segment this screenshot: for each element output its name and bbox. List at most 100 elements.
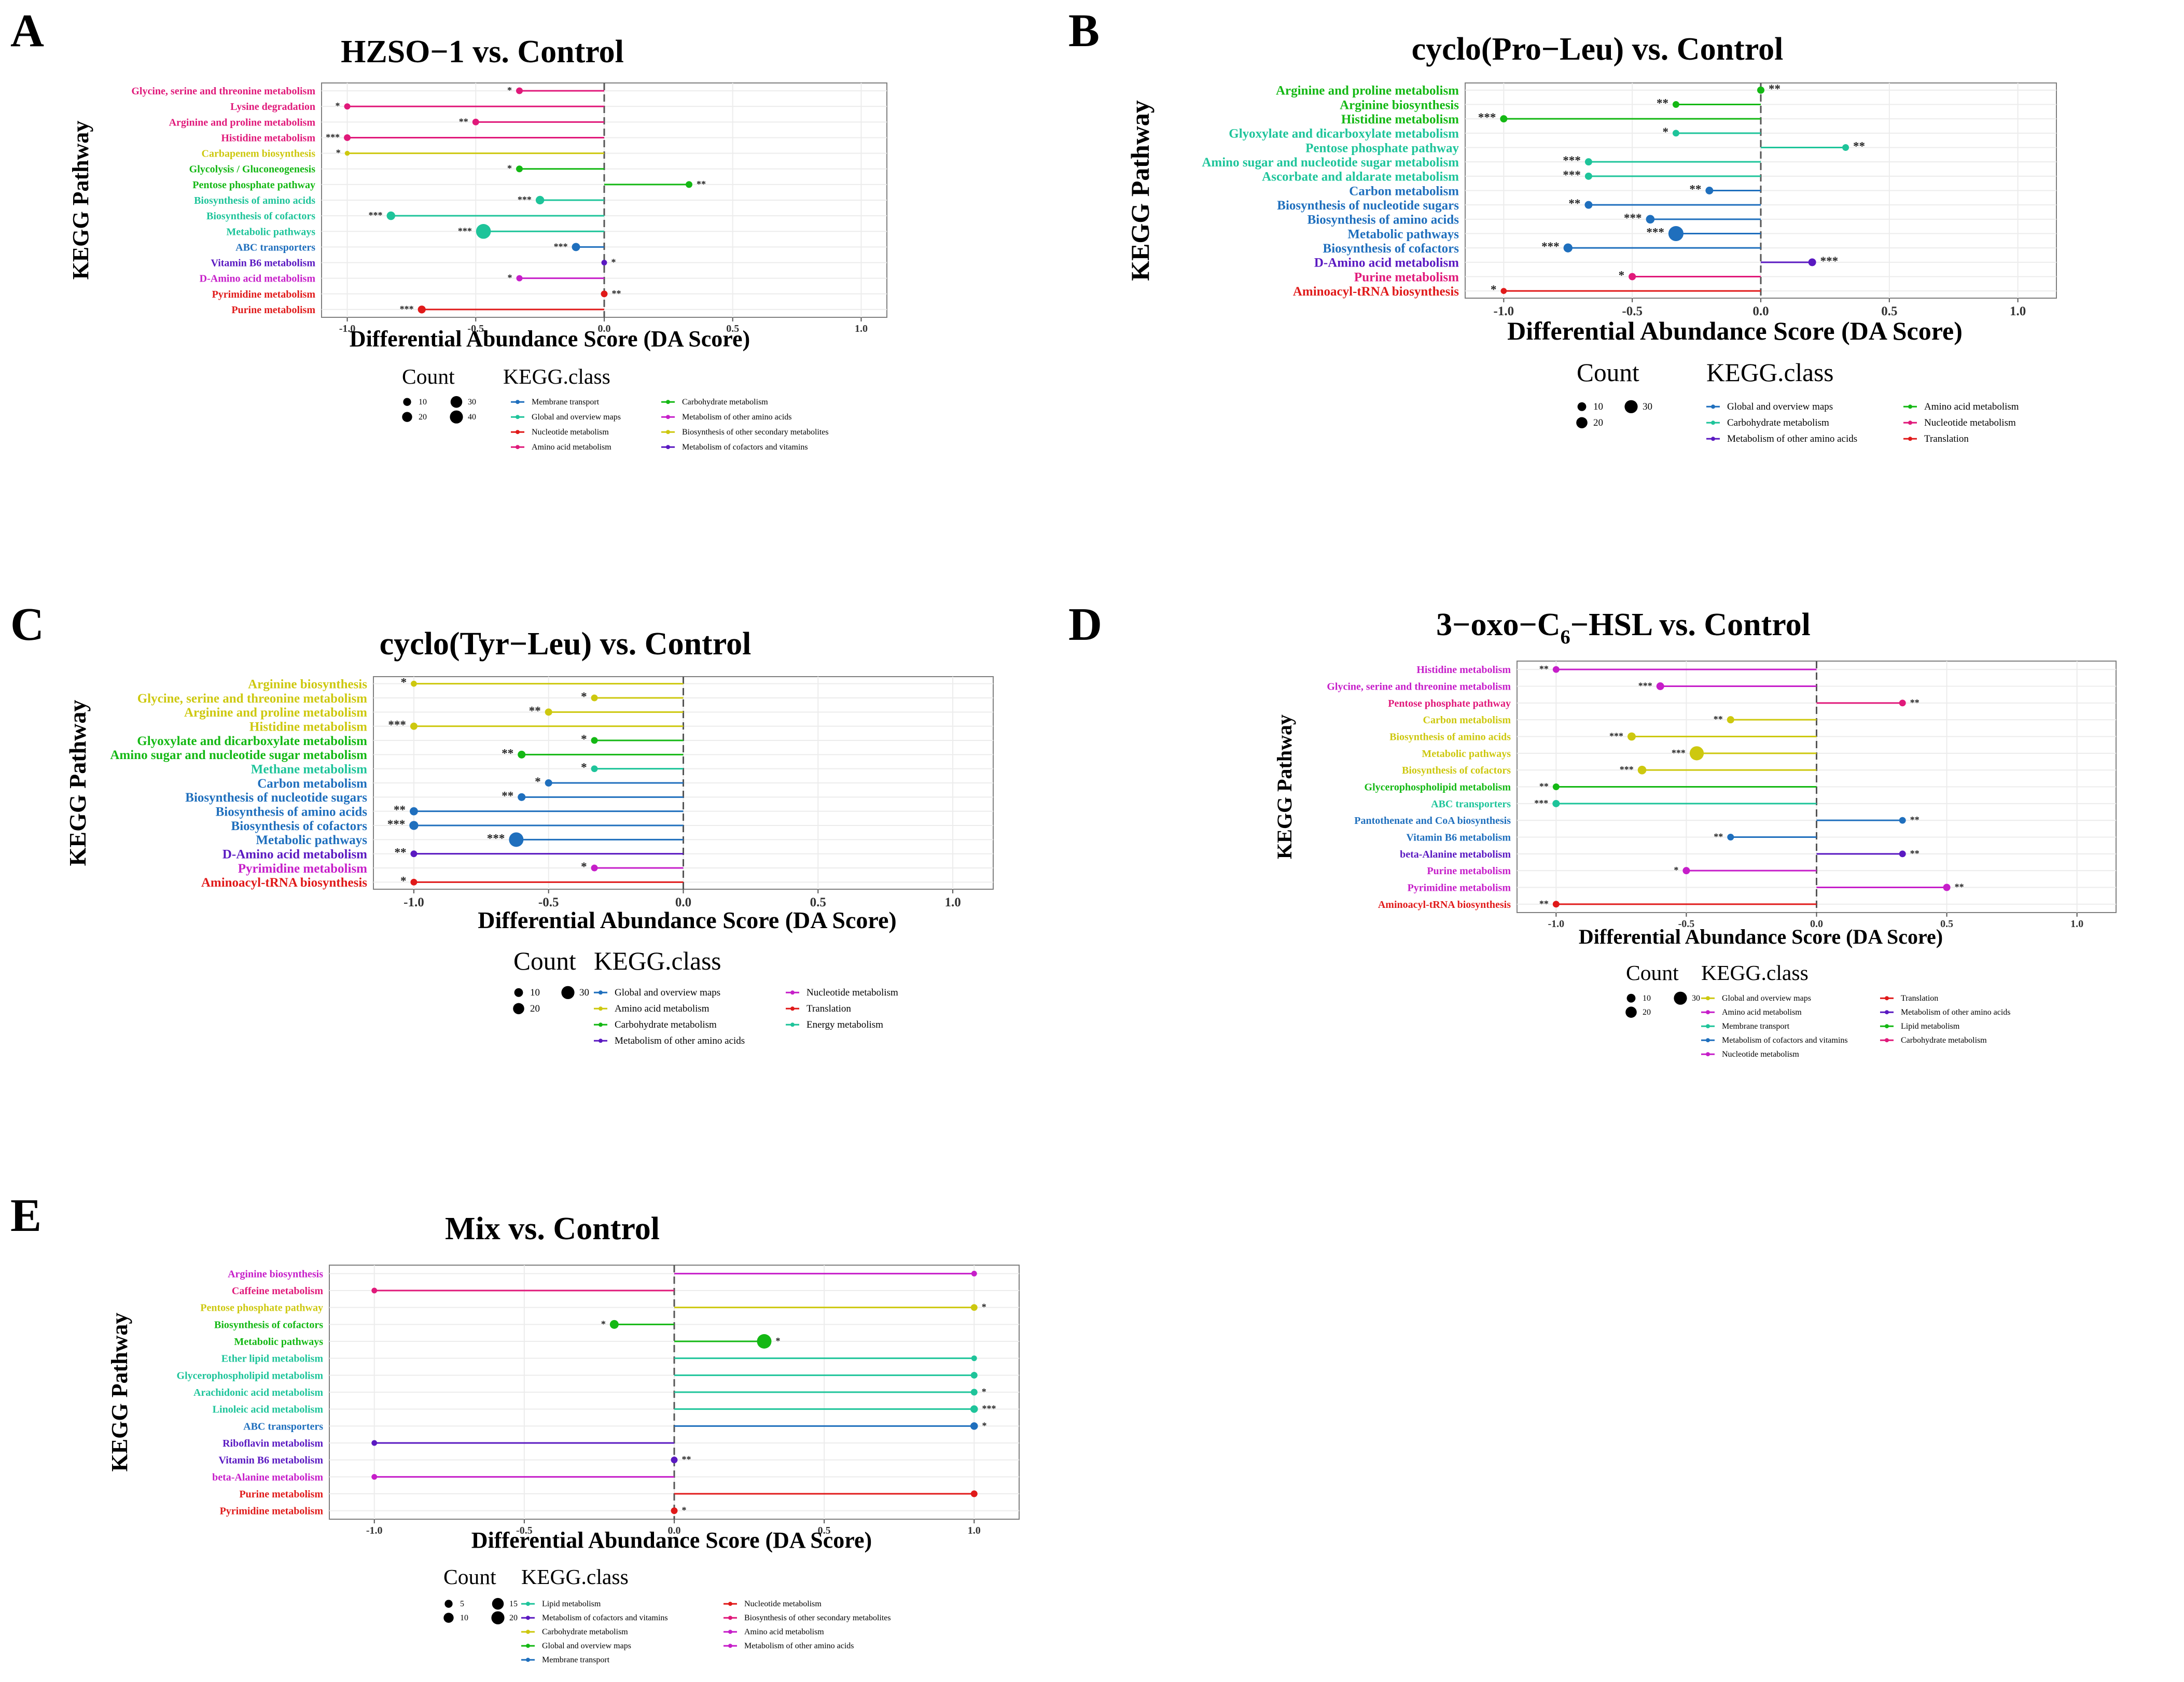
lollipop-point xyxy=(344,103,351,110)
pathway-label: Arginine and proline metabolism xyxy=(169,117,316,128)
class-legend-label: Energy metabolism xyxy=(806,1019,883,1030)
count-legend-label: 40 xyxy=(468,413,476,422)
class-legend-key-dot xyxy=(1885,996,1889,1001)
x-tick-label: -1.0 xyxy=(339,323,356,334)
pathway-label: Pyrimidine metabolism xyxy=(212,289,316,300)
lollipop-point xyxy=(1727,834,1734,840)
significance-label: * xyxy=(611,257,616,268)
class-legend-key-dot xyxy=(790,1006,795,1011)
pathway-label: Linoleic acid metabolism xyxy=(213,1404,324,1415)
significance-label: ** xyxy=(611,288,621,299)
pathway-label: D-Amino acid metabolism xyxy=(1314,256,1459,270)
class-legend-key-dot xyxy=(1706,1052,1710,1057)
class-legend-key-dot xyxy=(599,990,603,995)
class-legend-key-dot xyxy=(1706,1038,1710,1043)
significance-label: *** xyxy=(400,304,414,314)
class-legend-label: Global and overview maps xyxy=(542,1642,631,1650)
lollipop-point xyxy=(1584,201,1593,209)
significance-label: ** xyxy=(1910,697,1919,708)
x-tick-label: 1.0 xyxy=(2010,304,2026,318)
lollipop-point xyxy=(1584,172,1592,180)
x-tick-label: 0.0 xyxy=(598,323,611,334)
class-legend-label: Biosynthesis of other secondary metaboli… xyxy=(744,1614,891,1622)
legend-count-title: Count xyxy=(513,947,576,975)
legend-class-title: KEGG.class xyxy=(503,365,610,388)
class-legend-key-dot xyxy=(526,1602,530,1606)
significance-label: ** xyxy=(1853,140,1865,153)
legend-count-title: Count xyxy=(402,365,455,388)
lollipop-point xyxy=(518,793,526,801)
pathway-label: Caffeine metabolism xyxy=(232,1285,323,1297)
class-legend-label: Amino acid metabolism xyxy=(532,443,611,452)
lollipop-point xyxy=(1842,144,1849,151)
count-legend-dot xyxy=(1626,993,1636,1003)
lollipop-point xyxy=(516,275,523,282)
pathway-label: Glyoxylate and dicarboxylate metabolism xyxy=(1229,127,1459,141)
lollipop-point xyxy=(1584,158,1592,166)
count-legend-dot xyxy=(1577,402,1587,411)
pathway-label: Biosynthesis of amino acids xyxy=(216,805,368,819)
lollipop-point xyxy=(591,694,598,702)
pathway-label: Purine metabolism xyxy=(239,1489,323,1500)
significance-label: ** xyxy=(1714,832,1723,842)
lollipop-point xyxy=(591,765,598,773)
significance-label: ** xyxy=(1955,882,1964,892)
count-legend-dot xyxy=(1576,417,1588,429)
lollipop-point xyxy=(371,1287,378,1294)
significance-label: ** xyxy=(459,116,468,127)
class-legend-key-dot xyxy=(599,1006,603,1011)
significance-label: * xyxy=(507,163,512,174)
significance-label: *** xyxy=(458,226,472,236)
significance-label: * xyxy=(535,775,541,788)
lollipop-point xyxy=(344,134,351,141)
class-legend-key-dot xyxy=(526,1644,530,1648)
lollipop-point xyxy=(535,195,545,205)
class-legend-label: Global and overview maps xyxy=(1727,401,1833,412)
class-legend-key-dot xyxy=(666,430,670,434)
significance-label: *** xyxy=(1624,212,1642,225)
significance-label: *** xyxy=(554,241,568,251)
class-legend-label: Metabolism of cofactors and vitamins xyxy=(682,443,808,452)
pathway-label: Biosynthesis of cofactors xyxy=(1402,765,1511,776)
class-legend-key-dot xyxy=(728,1602,732,1606)
lollipop-point xyxy=(971,1355,977,1362)
pathway-label: Ether lipid metabolism xyxy=(221,1353,324,1365)
lollipop-point xyxy=(609,1320,619,1329)
class-legend-label: Metabolism of cofactors and vitamins xyxy=(1722,1036,1848,1045)
count-legend-label: 30 xyxy=(1692,994,1700,1003)
x-axis-title: Differential Abundance Score (DA Score) xyxy=(471,1527,872,1553)
legend-count-title: Count xyxy=(1626,961,1679,985)
y-axis-title: KEGG Pathway xyxy=(68,121,93,280)
significance-label: * xyxy=(601,1319,606,1329)
count-legend-label: 5 xyxy=(460,1600,464,1608)
count-legend-label: 30 xyxy=(579,987,589,998)
pathway-label: Glycolysis / Gluconeogenesis xyxy=(189,164,316,175)
pathway-label: ABC transporters xyxy=(235,242,315,253)
lollipop-point xyxy=(1727,716,1734,724)
panel-E: E Mix vs. Control Arginine biosynthesis Caf… xyxy=(10,1190,1020,1664)
lollipop-point xyxy=(1899,850,1906,858)
legend-class-title: KEGG.class xyxy=(521,1565,629,1589)
class-legend-label: Biosynthesis of other secondary metaboli… xyxy=(682,428,829,437)
lollipop-point xyxy=(591,737,598,744)
pathway-label: Metabolic pathways xyxy=(1347,227,1459,241)
class-legend-key-dot xyxy=(516,400,520,404)
significance-label: * xyxy=(507,273,512,283)
lollipop-point xyxy=(410,807,418,816)
pathway-label: Glycine, serine and threonine metabolism xyxy=(131,86,315,97)
class-legend-key-dot xyxy=(1908,404,1912,409)
pathway-label: Pyrimidine metabolism xyxy=(238,862,367,876)
significance-label: *** xyxy=(1820,255,1839,268)
pathway-label: Pyrimidine metabolism xyxy=(1408,882,1511,894)
x-tick-label: 0.5 xyxy=(1940,918,1953,930)
class-legend-label: Metabolism of other amino acids xyxy=(682,413,792,422)
pathway-label: Metabolic pathways xyxy=(234,1336,323,1348)
x-tick-label: 0.0 xyxy=(1810,918,1823,930)
pathway-label: Arginine biosynthesis xyxy=(248,677,367,691)
class-legend-key-dot xyxy=(1908,437,1912,441)
significance-label: * xyxy=(581,761,587,774)
count-legend-label: 20 xyxy=(1593,417,1603,428)
lollipop-point xyxy=(545,708,552,716)
class-legend-key-dot xyxy=(728,1644,732,1648)
pathway-label: Aminoacyl-tRNA biosynthesis xyxy=(1378,899,1511,910)
